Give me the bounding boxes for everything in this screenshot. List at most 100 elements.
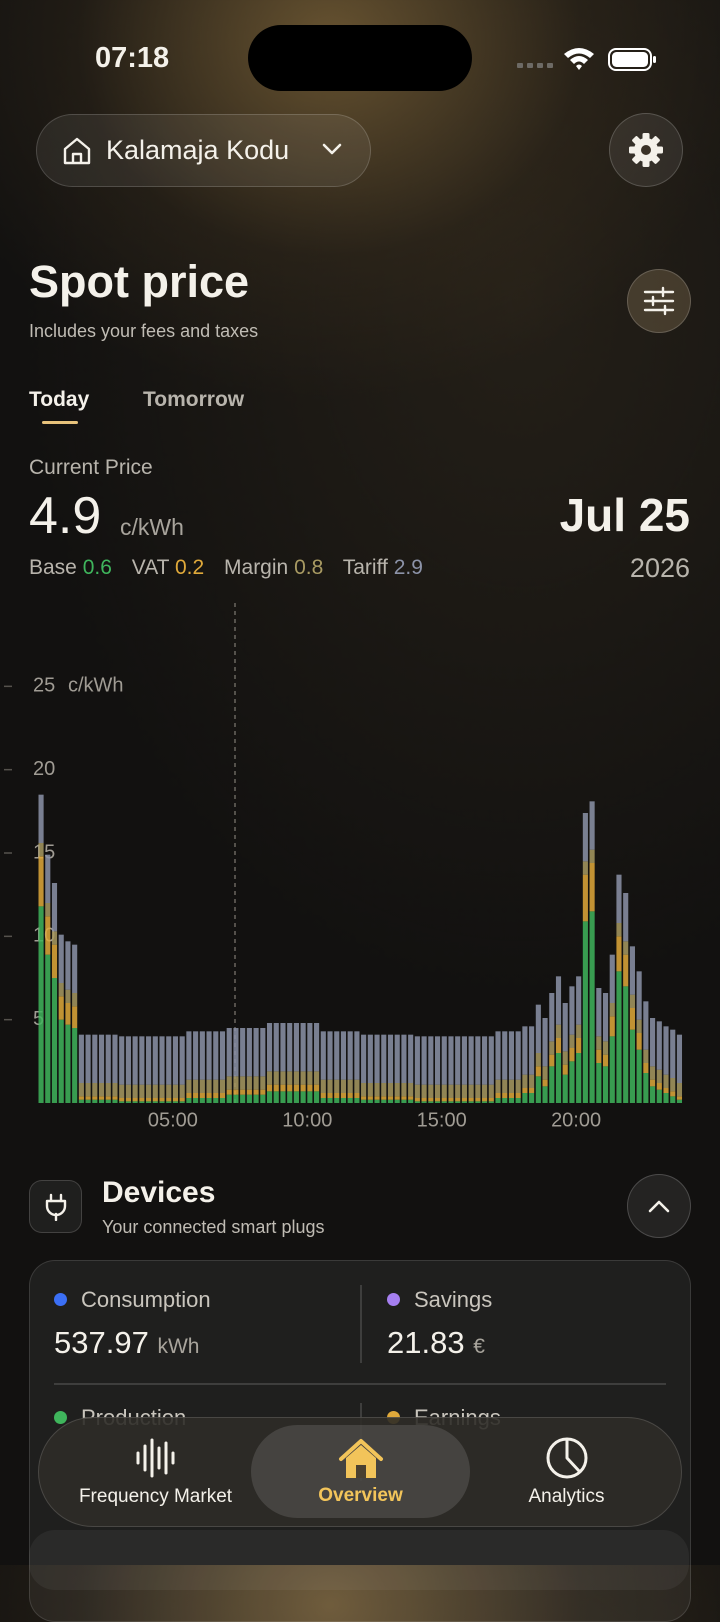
bar-segment	[146, 1036, 152, 1085]
bar-segment	[240, 1089, 246, 1095]
bar-segment	[314, 1091, 320, 1103]
bar-segment	[602, 993, 609, 1042]
bar-segment	[166, 1098, 172, 1102]
savings-dot	[387, 1293, 400, 1306]
bar-segment	[414, 1084, 420, 1098]
bar-segment	[589, 911, 595, 1103]
bar-segment	[602, 1041, 609, 1055]
bar-segment	[38, 906, 44, 1103]
bar-segment	[374, 1099, 380, 1103]
bar-segment	[522, 1093, 528, 1103]
bar-segment	[488, 1101, 494, 1103]
nav-overview[interactable]: Overview	[251, 1418, 470, 1526]
bar-segment	[193, 1098, 199, 1103]
bar-segment	[374, 1083, 380, 1097]
bar-segment	[260, 1076, 266, 1090]
bar-segment	[226, 1089, 232, 1095]
bar-segment	[482, 1101, 488, 1103]
bar-segment	[582, 921, 588, 1103]
bar-segment	[623, 986, 629, 1103]
bar-segment	[408, 1083, 414, 1097]
bar-segment	[555, 1038, 562, 1053]
bar-segment	[488, 1036, 494, 1085]
devices-subtitle: Your connected smart plugs	[102, 1217, 325, 1237]
bar-segment	[119, 1098, 125, 1102]
bar-segment	[602, 1066, 609, 1103]
bar-segment	[535, 1004, 541, 1053]
bar-segment	[394, 1083, 400, 1097]
bar-segment	[522, 1088, 528, 1093]
bar-segment	[347, 1098, 353, 1103]
pie-icon	[546, 1437, 587, 1479]
bar-segment	[636, 971, 642, 1020]
bar-segment	[347, 1093, 353, 1098]
bar-segment	[334, 1098, 340, 1103]
sliders-icon	[643, 286, 675, 316]
bar-segment	[589, 849, 595, 863]
tab-today[interactable]: Today	[29, 388, 90, 411]
bar-segment	[401, 1099, 407, 1103]
x-tick-label: 10:00	[282, 1109, 332, 1131]
bar-segment	[253, 1028, 259, 1077]
bar-segment	[92, 1083, 98, 1097]
bar-segment	[441, 1101, 447, 1103]
bar-segment	[428, 1101, 434, 1103]
bar-segment	[246, 1089, 252, 1095]
bar-segment	[119, 1101, 125, 1103]
bar-segment	[387, 1099, 394, 1103]
bar-segment	[314, 1084, 320, 1092]
location-selector[interactable]: Kalamaja Kodu	[36, 114, 371, 187]
nav-analytics[interactable]: Analytics	[469, 1418, 664, 1526]
bar-segment	[448, 1098, 454, 1102]
bar-segment	[354, 1079, 360, 1093]
clock: 07:18	[95, 42, 170, 74]
bar-segment	[421, 1084, 427, 1098]
nav-frequency-market[interactable]: Frequency Market	[59, 1418, 252, 1526]
bar-segment	[199, 1093, 205, 1098]
bar-segment	[455, 1036, 461, 1085]
breakdown-label: Margin	[224, 556, 289, 579]
bar-segment	[609, 954, 615, 1003]
breakdown-value: 0.2	[174, 556, 205, 579]
bar-segment	[233, 1089, 239, 1095]
bar-segment	[596, 1063, 602, 1103]
bar-segment	[495, 1098, 501, 1103]
bar-segment	[367, 1096, 373, 1100]
bar-segment	[179, 1084, 185, 1098]
bar-segment	[186, 1098, 192, 1103]
bar-segment	[569, 1034, 575, 1048]
bar-segment	[408, 1034, 414, 1083]
current-price-unit: c/kWh	[120, 514, 184, 540]
bar-segment	[166, 1101, 172, 1103]
bar-segment	[670, 1029, 676, 1078]
settings-button[interactable]	[609, 113, 683, 187]
bar-segment	[159, 1036, 165, 1085]
breakdown-value: 0.6	[82, 556, 112, 579]
bar-segment	[488, 1084, 494, 1098]
bar-segment	[663, 1074, 669, 1088]
bar-segment	[515, 1093, 521, 1098]
bar-segment	[421, 1036, 427, 1085]
bar-segment	[132, 1084, 138, 1098]
bar-segment	[327, 1093, 333, 1098]
filter-button[interactable]	[627, 269, 691, 333]
bar-segment	[676, 1096, 683, 1100]
y-unit: c/kWh	[68, 675, 124, 697]
bar-segment	[623, 954, 629, 987]
nav-label: Analytics	[528, 1486, 605, 1507]
stat-number: 21.83	[387, 1325, 465, 1360]
bar-segment	[569, 1061, 575, 1103]
bar-segment	[260, 1089, 266, 1095]
bar-segment	[576, 1038, 582, 1053]
bar-segment	[529, 1074, 535, 1088]
bar-segment	[65, 941, 71, 990]
tab-tomorrow[interactable]: Tomorrow	[143, 388, 245, 411]
bar-segment	[340, 1093, 347, 1098]
bar-segment	[522, 1026, 528, 1075]
bar-segment	[246, 1076, 252, 1090]
bar-segment	[448, 1101, 454, 1103]
bar-segment	[542, 1066, 548, 1080]
collapse-button[interactable]	[627, 1174, 691, 1238]
plug-icon	[45, 1193, 67, 1221]
